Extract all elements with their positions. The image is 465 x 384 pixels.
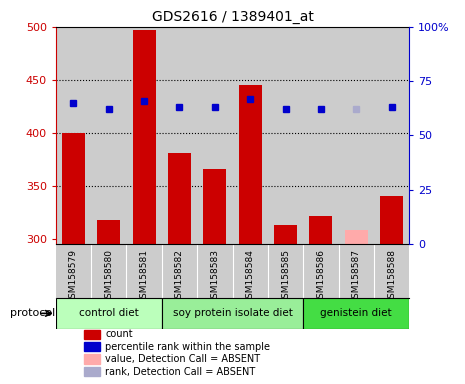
Bar [97,220,120,244]
Bar [84,329,100,339]
Text: GSM158581: GSM158581 [140,249,149,305]
Bar [374,27,409,244]
Bar [197,27,232,244]
Bar [303,27,339,244]
Bar [162,27,197,244]
Bar [91,27,126,244]
Bar [84,354,100,364]
Text: GSM158582: GSM158582 [175,249,184,304]
Text: percentile rank within the sample: percentile rank within the sample [105,342,270,352]
Bar [56,298,162,329]
Text: GSM158586: GSM158586 [316,249,326,305]
Bar [203,169,226,244]
Text: control diet: control diet [79,308,139,318]
Bar [303,298,409,329]
Text: GSM158580: GSM158580 [104,249,113,305]
Text: GSM158579: GSM158579 [69,249,78,305]
Bar [339,27,374,244]
Bar [62,133,85,244]
Bar [168,153,191,244]
Text: count: count [105,329,133,339]
Text: GSM158583: GSM158583 [210,249,219,305]
Bar [309,217,332,244]
Text: genistein diet: genistein diet [320,308,392,318]
Bar [239,85,262,244]
Text: value, Detection Call = ABSENT: value, Detection Call = ABSENT [105,354,260,364]
Text: soy protein isolate diet: soy protein isolate diet [173,308,292,318]
Bar [268,27,303,244]
Bar [126,27,162,244]
Bar [345,230,368,244]
Bar [84,367,100,376]
Text: GSM158584: GSM158584 [246,249,255,304]
Bar [84,342,100,351]
Bar [380,196,403,244]
Text: GSM158587: GSM158587 [352,249,361,305]
Text: GSM158585: GSM158585 [281,249,290,305]
Bar [133,30,156,244]
Bar [56,27,91,244]
Bar [232,27,268,244]
Text: rank, Detection Call = ABSENT: rank, Detection Call = ABSENT [105,367,256,377]
Bar [274,225,297,244]
Bar [162,298,303,329]
Text: protocol: protocol [10,308,55,318]
Title: GDS2616 / 1389401_at: GDS2616 / 1389401_at [152,10,313,25]
Text: GSM158588: GSM158588 [387,249,396,305]
